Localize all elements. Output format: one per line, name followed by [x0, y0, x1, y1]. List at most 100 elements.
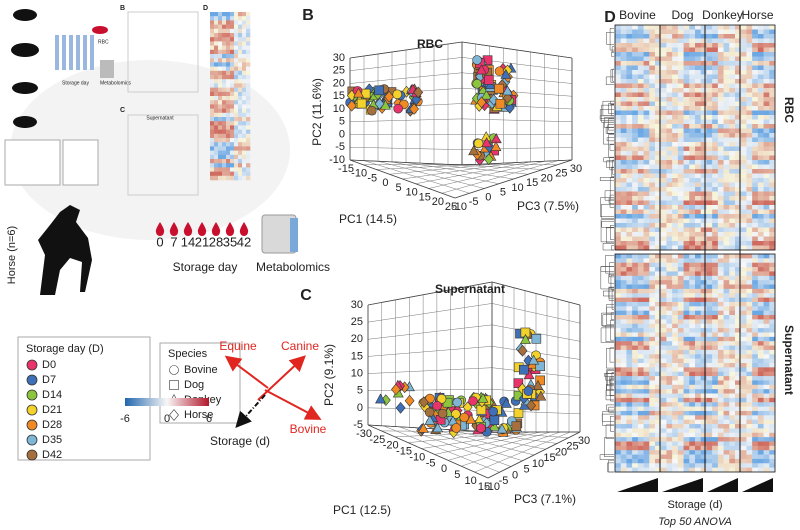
heat-cell: [700, 258, 707, 264]
dendrogram: [601, 413, 614, 422]
heat-cell: [218, 12, 223, 17]
heat-cell: [717, 358, 724, 364]
heat-cell: [695, 137, 702, 143]
heat-cell: [712, 178, 719, 183]
heat-cell: [700, 38, 707, 44]
heat-cell: [752, 164, 759, 170]
marker: [393, 103, 403, 114]
heat-cell: [752, 419, 759, 425]
heat-cell: [735, 47, 742, 53]
heat-cell: [712, 424, 719, 429]
heat-cell: [632, 441, 639, 447]
dendrogram: [608, 459, 614, 473]
heat-cell: [615, 328, 622, 333]
colorbar: [125, 398, 209, 406]
heat-cell: [632, 178, 639, 183]
heat-cell: [677, 61, 684, 66]
heat-cell: [683, 410, 690, 416]
inset-panel-b: [127, 11, 199, 93]
heat-cell: [615, 332, 622, 338]
heat-cell: [717, 128, 724, 134]
heat-cell: [700, 241, 707, 246]
heat-cell: [672, 97, 679, 102]
heat-cell: [757, 178, 764, 183]
species-legend-title: Species: [168, 348, 208, 360]
heat-cell: [672, 119, 679, 125]
heat-cell: [769, 384, 776, 390]
heat-cell: [637, 182, 644, 188]
heat-cell: [757, 354, 764, 359]
heat-cell: [626, 128, 633, 134]
heat-cell: [746, 241, 753, 246]
heat-cell: [740, 101, 747, 107]
heat-cell: [643, 393, 650, 399]
x-tick-label: -20: [383, 440, 399, 452]
heat-cell: [660, 79, 667, 84]
heat-cell: [643, 110, 650, 116]
heat-cell: [717, 288, 724, 294]
rbc-icon: [92, 26, 108, 34]
heat-cell: [683, 61, 690, 66]
heat-cell: [620, 160, 627, 165]
heat-cell: [620, 191, 627, 197]
legend-label: D14: [42, 389, 62, 401]
storage-wedge: [617, 478, 658, 492]
heat-cell: [689, 227, 696, 233]
heat-cell: [706, 196, 713, 201]
heat-cell: [672, 47, 679, 53]
heat-cell: [660, 38, 667, 44]
heat-cell: [706, 389, 713, 394]
heat-cell: [740, 169, 747, 174]
legend-swatch: [26, 374, 38, 386]
heat-cell: [735, 271, 742, 277]
heat-cell: [689, 280, 696, 285]
heat-cell: [666, 397, 673, 403]
heat-cell: [740, 280, 747, 285]
heat-cell: [620, 83, 627, 89]
heat-cell: [729, 245, 736, 251]
heat-cell: [660, 267, 667, 272]
heat-cell: [226, 154, 231, 160]
heat-cell: [655, 29, 662, 35]
heat-cell: [729, 306, 736, 311]
heat-cell: [234, 20, 239, 25]
dendrogram: [609, 144, 614, 151]
heat-cell: [214, 112, 219, 118]
heat-cell: [655, 97, 662, 102]
heat-cell: [746, 164, 753, 170]
heat-cell: [746, 43, 753, 48]
heat-cell: [677, 402, 684, 407]
heat-cell: [735, 371, 742, 377]
marker: [526, 399, 536, 412]
heat-cell: [626, 428, 633, 434]
heat-cell: [637, 467, 644, 473]
heat-cell: [769, 267, 776, 272]
heat-cell: [210, 79, 215, 84]
heat-cell: [735, 65, 742, 71]
heat-cell: [763, 363, 770, 368]
heat-cell: [649, 258, 656, 264]
heat-cell: [769, 151, 776, 156]
heat-cell: [746, 258, 753, 264]
heat-cell: [689, 254, 696, 259]
heat-cell: [752, 205, 759, 210]
heat-cell: [757, 92, 764, 98]
heat-cell: [643, 43, 650, 48]
heat-cell: [683, 214, 690, 219]
heat-cell: [214, 28, 219, 34]
heat-cell: [712, 65, 719, 71]
heat-cell: [706, 301, 713, 307]
heat-cell: [723, 328, 730, 333]
heat-cell: [757, 458, 764, 464]
heat-cell: [655, 424, 662, 429]
heat-cell: [689, 74, 696, 80]
heat-cell: [717, 301, 724, 307]
horse-silhouette: [38, 205, 92, 295]
colorbar-tick-label: 6: [206, 413, 212, 425]
heat-cell: [672, 354, 679, 359]
heat-cell: [615, 345, 622, 351]
x-tick-label: 5: [395, 182, 401, 194]
heat-cell: [666, 367, 673, 373]
heat-cell: [752, 101, 759, 107]
heat-cell: [683, 358, 690, 364]
